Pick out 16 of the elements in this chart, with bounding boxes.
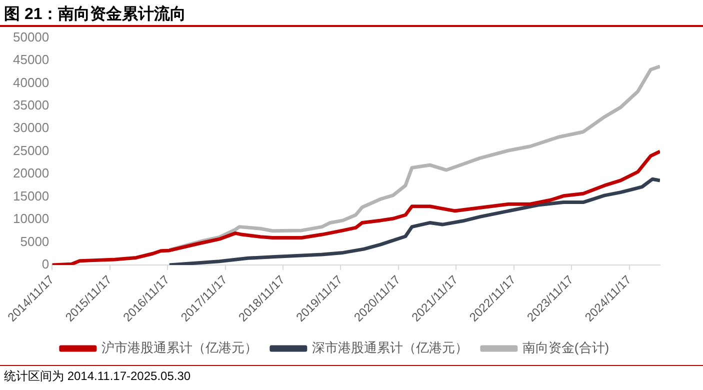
y-tick-label: 15000	[12, 188, 50, 204]
y-tick-label: 50000	[12, 29, 50, 44]
legend-label: 沪市港股通累计（亿港元）	[101, 340, 258, 356]
y-tick-label: 35000	[12, 98, 50, 113]
y-tick-label: 30000	[12, 120, 50, 136]
y-tick-label: 20000	[12, 166, 50, 181]
text: 统计区间为 2014.11.17-2025.05.30	[0, 365, 703, 387]
legend-label: 南向资金(合计)	[522, 340, 610, 356]
y-tick-label: 0	[42, 256, 50, 272]
legend-label: 深市港股通累计（亿港元）	[312, 340, 468, 356]
chart-title: 图 21：南向资金累计流向	[0, 0, 703, 27]
y-tick-label: 10000	[12, 211, 50, 226]
y-tick-label: 25000	[12, 142, 50, 158]
y-tick-label: 40000	[12, 74, 50, 90]
y-tick-label: 5000	[20, 234, 50, 249]
y-tick-label: 45000	[12, 52, 50, 68]
